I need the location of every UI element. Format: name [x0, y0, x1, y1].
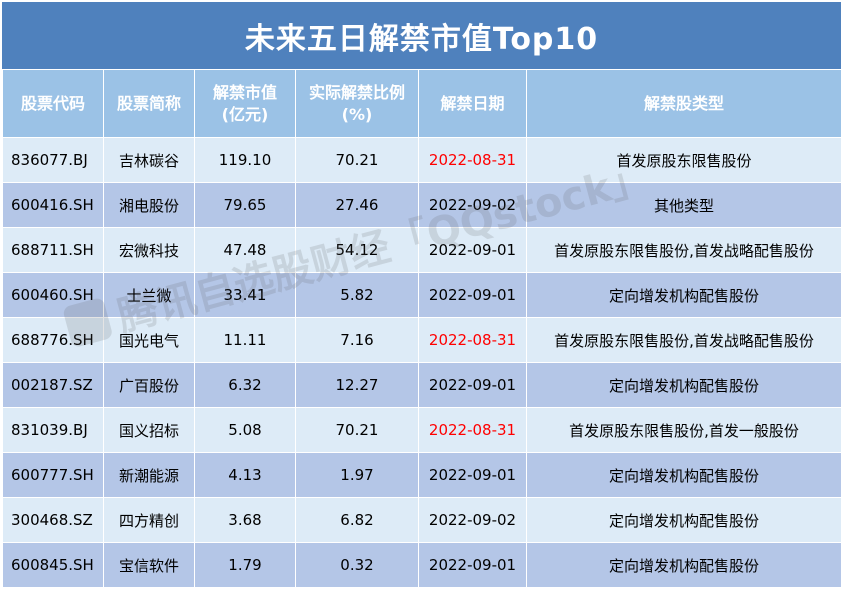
cell-value: 5.08 — [194, 407, 296, 453]
cell-code: 002187.SZ — [2, 362, 104, 408]
header-type: 解禁股类型 — [526, 69, 842, 138]
cell-date: 2022-08-31 — [418, 317, 527, 363]
table-row: 836077.BJ 吉林碳谷 119.10 70.21 2022-08-31 首… — [2, 137, 842, 183]
header-ratio: 实际解禁比例 (%) — [295, 69, 419, 138]
header-code: 股票代码 — [2, 69, 104, 138]
cell-ratio: 0.32 — [295, 542, 419, 588]
cell-type: 其他类型 — [526, 182, 842, 228]
cell-code: 831039.BJ — [2, 407, 104, 453]
cell-ratio: 70.21 — [295, 137, 419, 183]
cell-date: 2022-09-02 — [418, 182, 527, 228]
cell-value: 4.13 — [194, 452, 296, 498]
header-row: 股票代码 股票简称 解禁市值 (亿元) 实际解禁比例 (%) 解禁日期 解禁股类型 — [2, 69, 842, 138]
cell-ratio: 12.27 — [295, 362, 419, 408]
cell-type: 定向增发机构配售股份 — [526, 542, 842, 588]
cell-date: 2022-09-01 — [418, 272, 527, 318]
cell-ratio: 7.16 — [295, 317, 419, 363]
cell-date: 2022-09-02 — [418, 497, 527, 543]
table-row: 831039.BJ 国义招标 5.08 70.21 2022-08-31 首发原… — [2, 407, 842, 453]
cell-type: 定向增发机构配售股份 — [526, 497, 842, 543]
cell-code: 300468.SZ — [2, 497, 104, 543]
table-row: 688711.SH 宏微科技 47.48 54.12 2022-09-01 首发… — [2, 227, 842, 273]
cell-ratio: 1.97 — [295, 452, 419, 498]
cell-date: 2022-09-01 — [418, 452, 527, 498]
cell-date: 2022-09-01 — [418, 542, 527, 588]
cell-date: 2022-09-01 — [418, 227, 527, 273]
cell-value: 11.11 — [194, 317, 296, 363]
cell-type: 首发原股东限售股份 — [526, 137, 842, 183]
cell-value: 79.65 — [194, 182, 296, 228]
table-row: 600416.SH 湘电股份 79.65 27.46 2022-09-02 其他… — [2, 182, 842, 228]
table-row: 600845.SH 宝信软件 1.79 0.32 2022-09-01 定向增发… — [2, 542, 842, 588]
cell-name: 士兰微 — [103, 272, 195, 318]
cell-value: 3.68 — [194, 497, 296, 543]
cell-name: 国义招标 — [103, 407, 195, 453]
header-date: 解禁日期 — [418, 69, 527, 138]
cell-code: 688776.SH — [2, 317, 104, 363]
cell-ratio: 54.12 — [295, 227, 419, 273]
table-row: 002187.SZ 广百股份 6.32 12.27 2022-09-01 定向增… — [2, 362, 842, 408]
table-row: 300468.SZ 四方精创 3.68 6.82 2022-09-02 定向增发… — [2, 497, 842, 543]
cell-type: 定向增发机构配售股份 — [526, 452, 842, 498]
header-name: 股票简称 — [103, 69, 195, 138]
cell-value: 47.48 — [194, 227, 296, 273]
cell-name: 四方精创 — [103, 497, 195, 543]
cell-ratio: 5.82 — [295, 272, 419, 318]
cell-type: 首发原股东限售股份,首发一般股份 — [526, 407, 842, 453]
unlock-table: 股票代码 股票简称 解禁市值 (亿元) 实际解禁比例 (%) 解禁日期 解禁股类型 … — [2, 69, 842, 588]
cell-date: 2022-08-31 — [418, 137, 527, 183]
cell-name: 宏微科技 — [103, 227, 195, 273]
cell-ratio: 27.46 — [295, 182, 419, 228]
cell-code: 600777.SH — [2, 452, 104, 498]
cell-name: 国光电气 — [103, 317, 195, 363]
cell-code: 688711.SH — [2, 227, 104, 273]
cell-type: 首发原股东限售股份,首发战略配售股份 — [526, 317, 842, 363]
cell-type: 首发原股东限售股份,首发战略配售股份 — [526, 227, 842, 273]
cell-date: 2022-08-31 — [418, 407, 527, 453]
cell-name: 新潮能源 — [103, 452, 195, 498]
cell-value: 33.41 — [194, 272, 296, 318]
cell-code: 600416.SH — [2, 182, 104, 228]
cell-date: 2022-09-01 — [418, 362, 527, 408]
cell-name: 宝信软件 — [103, 542, 195, 588]
cell-type: 定向增发机构配售股份 — [526, 272, 842, 318]
cell-code: 836077.BJ — [2, 137, 104, 183]
cell-name: 广百股份 — [103, 362, 195, 408]
cell-value: 119.10 — [194, 137, 296, 183]
cell-name: 湘电股份 — [103, 182, 195, 228]
table-row: 600777.SH 新潮能源 4.13 1.97 2022-09-01 定向增发… — [2, 452, 842, 498]
table-title: 未来五日解禁市值Top10 — [2, 2, 841, 69]
cell-code: 600845.SH — [2, 542, 104, 588]
table-row: 600460.SH 士兰微 33.41 5.82 2022-09-01 定向增发… — [2, 272, 842, 318]
cell-value: 1.79 — [194, 542, 296, 588]
cell-ratio: 6.82 — [295, 497, 419, 543]
table-row: 688776.SH 国光电气 11.11 7.16 2022-08-31 首发原… — [2, 317, 842, 363]
header-value: 解禁市值 (亿元) — [194, 69, 296, 138]
cell-name: 吉林碳谷 — [103, 137, 195, 183]
cell-value: 6.32 — [194, 362, 296, 408]
cell-code: 600460.SH — [2, 272, 104, 318]
cell-type: 定向增发机构配售股份 — [526, 362, 842, 408]
cell-ratio: 70.21 — [295, 407, 419, 453]
